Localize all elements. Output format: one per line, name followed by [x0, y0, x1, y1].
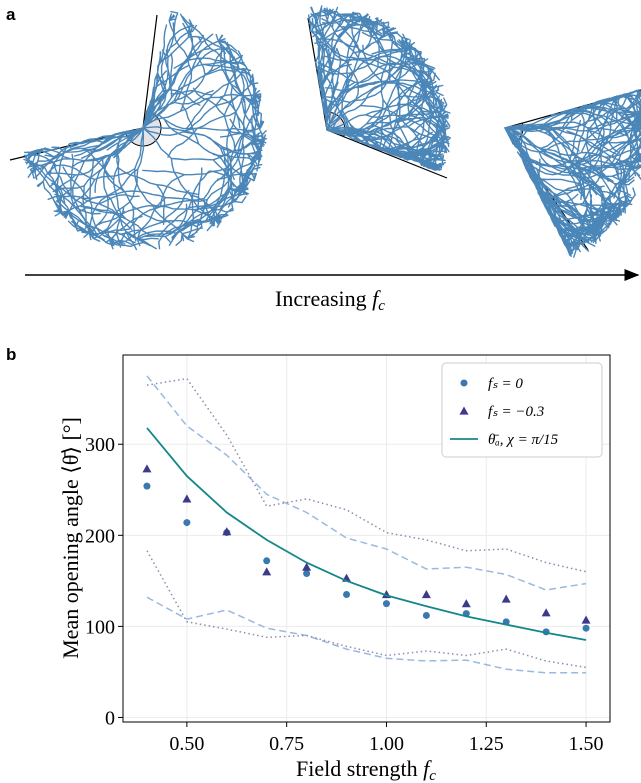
- branches: [23, 10, 268, 251]
- y-tick-label: 0: [105, 707, 115, 729]
- triangle-point: [501, 594, 511, 603]
- panel-label: a: [6, 5, 16, 24]
- triangle-point: [182, 494, 192, 503]
- x-axis-label: Field strength fc: [296, 756, 436, 783]
- legend-marker: [459, 406, 469, 415]
- series-line: [146, 427, 587, 641]
- plot-frame: [122, 354, 611, 723]
- arrow-label: Increasing fc: [275, 286, 385, 314]
- triangle-point: [461, 599, 471, 608]
- branches: [308, 5, 451, 171]
- legend-box: [441, 362, 603, 458]
- branch-patterns: [9, 5, 641, 258]
- y-tick-label: 100: [85, 616, 115, 638]
- point: [382, 600, 390, 608]
- series-line: [146, 596, 586, 674]
- point: [422, 611, 430, 619]
- point: [263, 557, 271, 565]
- plot: 0.50 0.75 1.00 1.25 1.50 0 100 200 300 fₛ = 0 fₛ =…: [85, 354, 611, 755]
- legend-marker: [460, 379, 468, 387]
- series-line: [146, 550, 587, 669]
- point: [143, 482, 151, 490]
- triangle-point: [581, 615, 591, 624]
- point: [582, 624, 590, 632]
- legend-label: fₛ = −0.3: [488, 404, 544, 420]
- branches: [504, 89, 641, 258]
- y-axis-label: Mean opening angle ⟨θ̄⟩ [°]: [58, 417, 83, 659]
- legend-label: θ̄ₐ, χ = π/15: [488, 432, 559, 448]
- x-tick-label: 1.50: [569, 733, 604, 755]
- triangle-point: [302, 562, 312, 571]
- triangle-point: [142, 464, 152, 473]
- series-line: [146, 375, 587, 591]
- x-tick-label: 1.25: [469, 733, 504, 755]
- point: [343, 591, 351, 599]
- panel-label: b: [6, 345, 16, 364]
- y-tick-label: 200: [85, 525, 115, 547]
- point: [183, 519, 191, 527]
- x-tick-label: 0.50: [169, 733, 204, 755]
- point: [303, 570, 311, 578]
- triangle-point: [541, 608, 551, 617]
- x-tick-label: 0.75: [269, 733, 304, 755]
- legend-label: fₛ = 0: [488, 376, 523, 392]
- triangle-point: [421, 590, 431, 599]
- y-tick-label: 300: [85, 434, 115, 456]
- triangle-point: [222, 527, 232, 536]
- x-tick-label: 1.00: [369, 733, 404, 755]
- triangle-point: [262, 567, 272, 576]
